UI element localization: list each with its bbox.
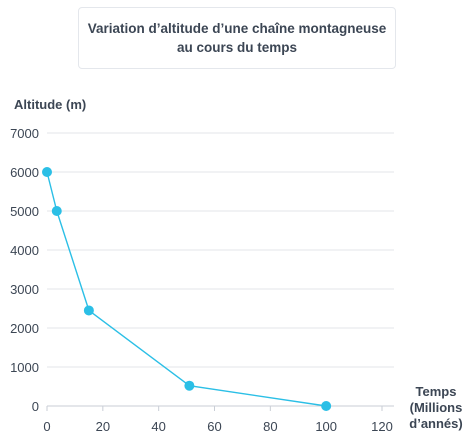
x-axis-label-line: d’annés): [409, 416, 462, 431]
x-axis-label-line: (Millions: [410, 400, 463, 415]
y-tick-label: 7000: [10, 126, 39, 141]
x-tick-label: 0: [43, 419, 50, 434]
x-tick-label: 40: [151, 419, 165, 434]
gridlines: [46, 132, 394, 411]
y-tick-labels: 0 1000 2000 3000 4000 5000 6000 7000: [10, 126, 39, 414]
x-tick-label: 60: [207, 419, 221, 434]
chart-title: Variation d’altitude d’une chaîne montag…: [87, 21, 387, 55]
y-tick-label: 2000: [10, 321, 39, 336]
y-tick-label: 5000: [10, 204, 39, 219]
y-tick-label: 0: [32, 399, 39, 414]
x-axis-label-line: Temps: [416, 384, 457, 399]
data-point: [51, 206, 62, 216]
data-series: [42, 167, 332, 411]
y-tick-label: 1000: [10, 360, 39, 375]
y-axis-label: Altitude (m): [14, 97, 86, 112]
y-tick-label: 6000: [10, 165, 39, 180]
x-tick-label: 120: [371, 419, 393, 434]
x-tick-labels: 0 20 40 60 80 100 120: [43, 419, 392, 434]
x-tick-label: 20: [96, 419, 110, 434]
data-point: [184, 380, 195, 391]
y-tick-label: 3000: [10, 282, 39, 297]
chart-title-box: Variation d’altitude d’une chaîne montag…: [78, 7, 396, 69]
x-tick-label: 100: [315, 419, 337, 434]
data-point: [42, 167, 52, 177]
y-tick-label: 4000: [10, 243, 39, 258]
x-tick-label: 80: [263, 419, 277, 434]
data-point: [321, 401, 332, 411]
data-point: [83, 305, 94, 316]
